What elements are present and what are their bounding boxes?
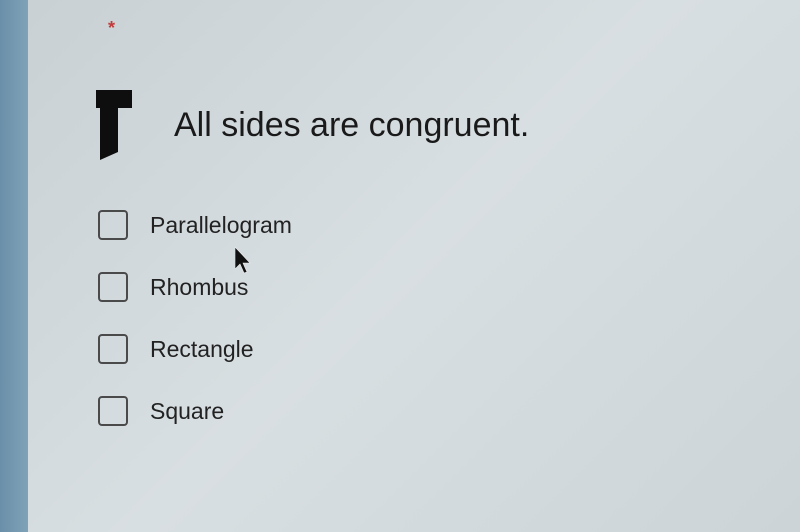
question-panel: * All sides are congruent. Parallelogram… xyxy=(28,0,800,532)
option-label: Parallelogram xyxy=(150,212,292,239)
question-header: All sides are congruent. xyxy=(88,90,760,160)
option-label: Rectangle xyxy=(150,336,254,363)
option-square[interactable]: Square xyxy=(98,396,760,426)
question-shape-icon xyxy=(88,90,138,160)
options-list: Parallelogram Rhombus Rectangle Square xyxy=(98,210,760,426)
checkbox[interactable] xyxy=(98,210,128,240)
option-rectangle[interactable]: Rectangle xyxy=(98,334,760,364)
checkbox[interactable] xyxy=(98,396,128,426)
option-rhombus[interactable]: Rhombus xyxy=(98,272,760,302)
option-label: Rhombus xyxy=(150,274,248,301)
checkbox[interactable] xyxy=(98,334,128,364)
checkbox[interactable] xyxy=(98,272,128,302)
option-label: Square xyxy=(150,398,224,425)
required-indicator: * xyxy=(108,18,115,39)
question-text: All sides are congruent. xyxy=(174,106,529,145)
window-edge xyxy=(0,0,28,532)
option-parallelogram[interactable]: Parallelogram xyxy=(98,210,760,240)
